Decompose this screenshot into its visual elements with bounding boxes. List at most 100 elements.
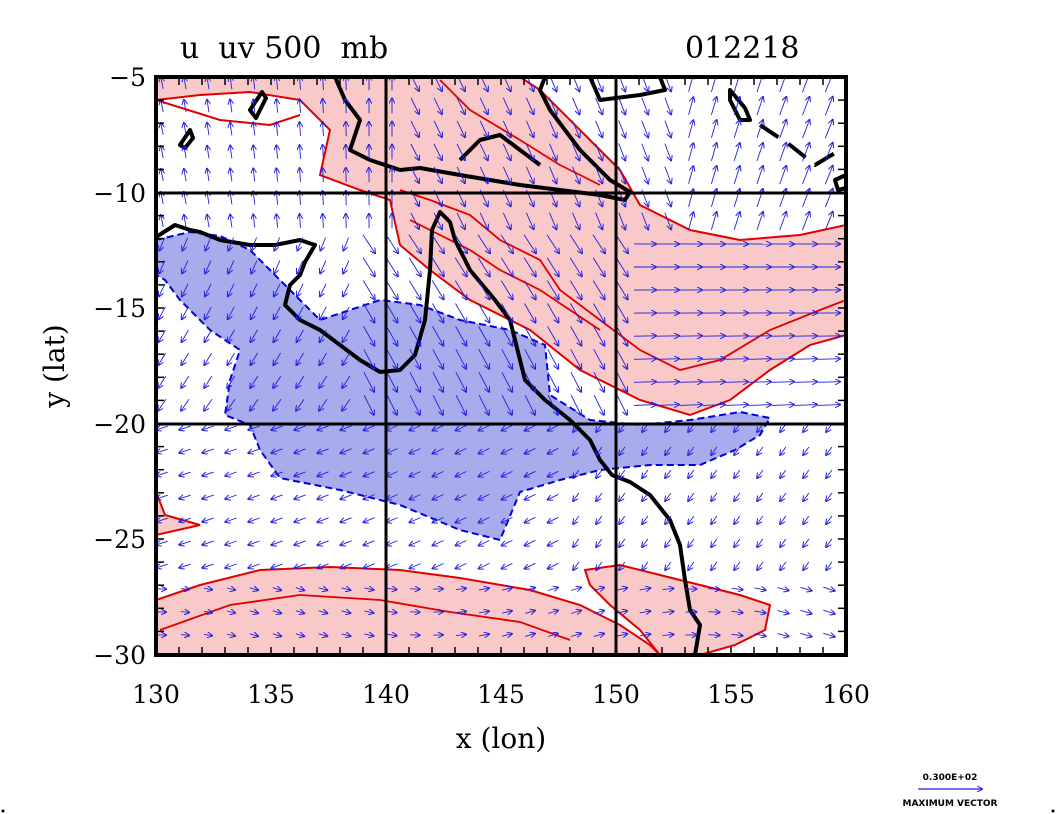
wind-vector [161,215,163,227]
wind-vector [317,471,329,476]
wind-vector [300,214,301,228]
wind-vector [570,371,581,392]
wind-vector [593,611,604,614]
wind-vector [387,588,396,589]
wind-vector [294,471,306,476]
wind-vector [525,447,536,453]
wind-vector [615,280,627,300]
wind-vector [780,538,787,547]
plot-title-right: 012218 [685,31,800,66]
wind-vector [524,394,535,415]
wind-vector [410,166,419,183]
y-tick-label: −30 [93,641,146,670]
wind-vector [455,349,466,368]
wind-vector [502,539,513,545]
wind-vector [456,494,467,500]
wind-vector [228,329,235,342]
wind-vector [343,306,350,319]
wind-vector [596,515,603,524]
wind-vector [272,634,281,637]
wind-vector [573,446,580,455]
wind-vector [756,120,763,139]
wind-vector [633,359,656,360]
wind-vector [432,349,443,368]
wind-vector [227,399,236,410]
wind-vector [156,564,168,568]
wind-vector [754,634,765,636]
wind-vector [619,469,626,478]
wind-vector [570,349,581,368]
wind-vector [802,97,810,116]
wind-vector [779,212,787,231]
wind-vectors [156,77,840,637]
wind-vector [271,494,283,499]
wind-vector [572,97,580,115]
wind-vector [184,100,186,113]
y-tick-labels: −5 −10 −15 −20 −25 −30 [93,63,146,670]
wind-vector [733,212,740,231]
wind-vector [802,166,810,185]
wind-vector [502,493,513,499]
wind-vector [202,426,214,430]
wind-vector [386,371,397,392]
wind-vector [340,448,352,453]
wind-vector [364,471,375,477]
wind-vector [159,237,166,251]
corner-mark [1051,809,1055,813]
wind-vector [665,446,672,455]
wind-vector [618,166,626,184]
wind-vector [525,212,533,229]
wind-vector [478,326,490,345]
wind-vector [317,540,329,545]
wind-vector [432,303,444,323]
wind-vector [294,563,306,568]
wind-vector [410,540,421,546]
wind-vector [274,306,281,319]
wind-vector [319,375,328,388]
wind-vector [410,471,421,477]
wind-vector [364,540,375,546]
wind-vector [227,352,235,365]
wind-vector [479,539,490,545]
wind-vector [756,97,763,116]
wind-vector [410,517,421,523]
wind-vector [387,425,398,431]
wind-vector [342,375,351,388]
wind-vector [596,446,603,455]
wind-vector [710,143,716,162]
wind-vector [595,120,603,138]
wind-vector [679,405,702,406]
wind-vector [665,492,672,501]
wind-vector [408,234,421,253]
wind-vector [300,168,301,182]
wind-vector [615,234,628,253]
wind-vector [731,611,742,612]
wind-vector [202,472,214,476]
wind-vector [410,120,419,137]
wind-vector [276,214,277,228]
island-east-edge [833,173,846,192]
wind-vector [572,166,580,184]
wind-vector [725,382,748,383]
wind-vector [205,283,212,297]
wind-vector [340,540,352,545]
wind-vector [455,394,466,415]
wind-vector [777,634,788,637]
wind-vector [385,280,397,300]
wind-vector [800,633,811,636]
wind-vector [479,588,489,590]
wind-vector [733,97,740,116]
wind-vector [642,515,649,524]
wind-vector [182,260,189,274]
x-axis-label: x (lon) [456,722,546,755]
wind-vector [276,145,277,159]
wind-vector [642,561,649,570]
wind-vector [616,634,627,636]
wind-vector [225,495,237,499]
wind-vector [595,166,603,184]
wind-vector [156,449,168,453]
wind-vector [271,517,283,522]
wind-vector [546,234,559,253]
wind-vector [641,143,648,161]
wind-vector [207,123,209,136]
